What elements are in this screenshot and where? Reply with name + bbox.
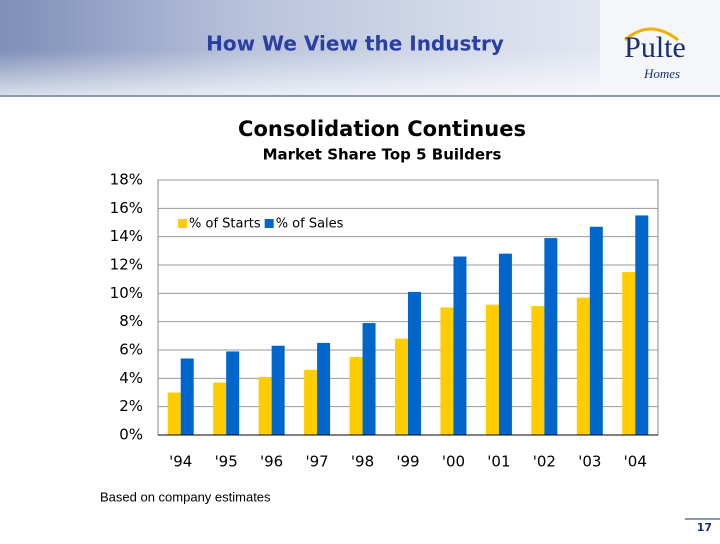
x-tick-label: '00 (442, 453, 465, 471)
bar (180, 358, 194, 435)
legend-swatch (178, 219, 187, 228)
logo-sub: Homes (643, 66, 680, 81)
bar (304, 369, 318, 435)
y-tick-label: 16% (110, 199, 143, 217)
page-number: 17 (697, 521, 712, 534)
y-tick-label: 14% (110, 227, 143, 245)
x-tick-label: '97 (305, 453, 328, 471)
x-tick-label: '01 (487, 453, 510, 471)
bar (498, 253, 512, 435)
bar (317, 342, 331, 435)
bar (226, 351, 240, 435)
bar (349, 357, 363, 435)
slide-title: How We View the Industry (206, 32, 504, 56)
x-tick-label: '04 (624, 453, 647, 471)
x-tick-label: '98 (351, 453, 374, 471)
bar (258, 376, 272, 435)
y-tick-label: 0% (119, 426, 143, 444)
bar (589, 226, 603, 435)
x-tick-label: '02 (533, 453, 556, 471)
x-tick-label: '99 (396, 453, 419, 471)
y-tick-label: 4% (119, 369, 143, 387)
logo-arc (624, 27, 679, 42)
y-tick-label: 2% (119, 397, 143, 415)
bar (531, 306, 545, 435)
legend-swatch (264, 219, 274, 228)
footnote: Based on company estimates (100, 489, 271, 504)
x-tick-label: '95 (215, 453, 238, 471)
bar (395, 338, 408, 435)
bar (544, 238, 558, 435)
bar (440, 307, 454, 435)
y-tick-label: 10% (110, 284, 143, 302)
x-tick-label: '96 (260, 453, 283, 471)
legend-label: % of Starts (189, 217, 261, 232)
logo-main: Pulte (624, 31, 686, 64)
bar (408, 291, 421, 435)
bar (485, 304, 499, 435)
bar (271, 345, 285, 435)
y-tick-label: 8% (119, 312, 143, 330)
y-tick-label: 12% (110, 256, 143, 274)
x-tick-label: '03 (578, 453, 601, 471)
x-tick-label: '94 (169, 453, 192, 471)
legend-label: % of Sales (276, 217, 344, 232)
plot: 0% 2% 4% 6% 8% 10% 12% 14% 16% 18% '94 '95 '96 '97 '98… (110, 171, 658, 471)
bar (213, 382, 227, 435)
bar (576, 297, 590, 435)
bar (622, 272, 636, 435)
bar (453, 256, 467, 435)
logo-bg (600, 0, 720, 95)
bar (167, 392, 181, 435)
chart-title: Consolidation Continues (238, 117, 526, 141)
y-tick-label: 6% (119, 341, 143, 359)
chart-subtitle: Market Share Top 5 Builders (263, 146, 502, 164)
bar (635, 215, 649, 435)
bar (362, 323, 376, 435)
y-tick-label: 18% (110, 171, 143, 189)
